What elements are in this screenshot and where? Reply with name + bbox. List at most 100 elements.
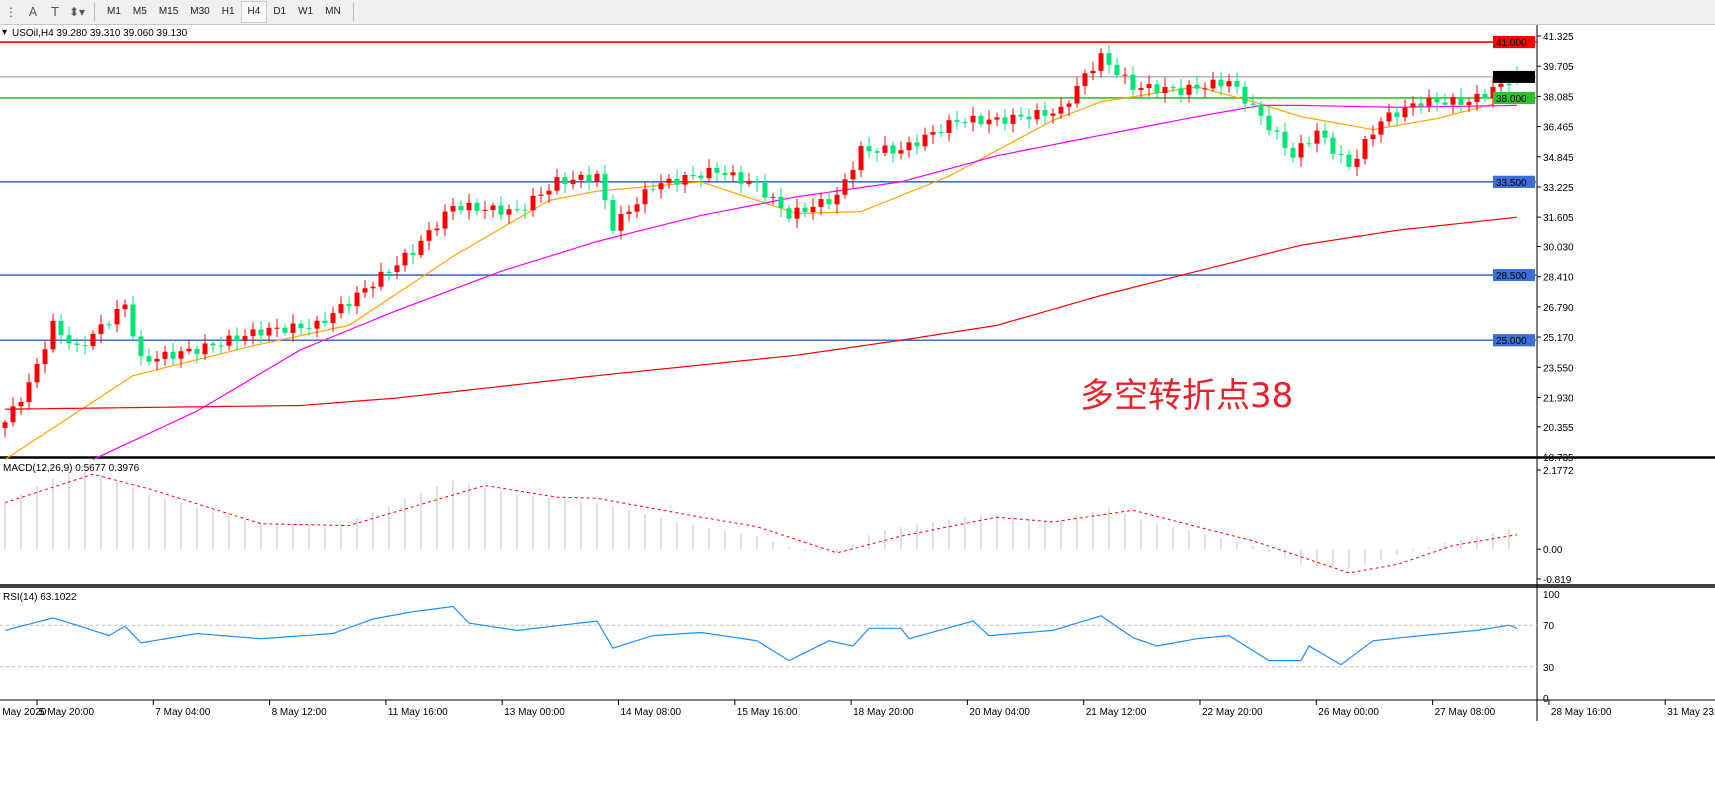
candle[interactable] — [1194, 75, 1200, 95]
timeframe-m15[interactable]: M15 — [158, 6, 179, 17]
candle[interactable] — [490, 202, 496, 218]
candle[interactable] — [1378, 117, 1384, 143]
candle[interactable] — [1266, 106, 1272, 136]
candle[interactable] — [1042, 101, 1048, 124]
candle[interactable] — [570, 170, 576, 190]
candle[interactable] — [1210, 71, 1216, 92]
arrows-tool-icon[interactable]: ⬍▾ — [68, 5, 86, 19]
candle[interactable] — [746, 172, 752, 187]
candle[interactable] — [410, 243, 416, 264]
candle[interactable] — [1106, 44, 1112, 74]
candle[interactable] — [1170, 84, 1176, 93]
collapse-arrow-icon[interactable]: ▾ — [2, 27, 7, 38]
candle[interactable] — [482, 200, 488, 220]
candle[interactable] — [2, 419, 8, 438]
candle[interactable] — [1386, 103, 1392, 127]
candle[interactable] — [378, 262, 384, 291]
candle[interactable] — [370, 281, 376, 298]
candle[interactable] — [586, 165, 592, 190]
candle[interactable] — [1218, 72, 1224, 96]
candle[interactable] — [386, 268, 392, 281]
candle[interactable] — [474, 198, 480, 216]
timeframe-m30[interactable]: M30 — [190, 6, 210, 17]
price-chart[interactable]: 41.325 39.705 38.085 36.465 34.845 33.225 31.6… — [0, 25, 1715, 722]
candle[interactable] — [1298, 134, 1304, 167]
candle[interactable] — [714, 162, 720, 182]
candle[interactable] — [1130, 66, 1136, 96]
candle[interactable] — [282, 323, 288, 336]
candle[interactable] — [706, 159, 712, 183]
price-pane[interactable]: 41.325 39.705 38.085 36.465 34.845 33.225 31.6… — [0, 25, 1715, 721]
candle[interactable] — [722, 164, 728, 183]
candle[interactable] — [466, 193, 472, 220]
candle[interactable] — [1066, 100, 1072, 117]
candle[interactable] — [866, 136, 872, 158]
candle[interactable] — [762, 174, 768, 205]
candle[interactable] — [58, 314, 64, 345]
candle[interactable] — [1154, 79, 1160, 98]
fibonacci-icon[interactable]: ⋮ — [5, 5, 17, 19]
candle[interactable] — [650, 183, 656, 193]
candle[interactable] — [418, 235, 424, 259]
candle[interactable] — [1234, 72, 1240, 94]
candle[interactable] — [266, 322, 272, 342]
candle[interactable] — [834, 186, 840, 214]
candle[interactable] — [178, 346, 184, 368]
candle[interactable] — [594, 170, 600, 188]
timeframe-mn[interactable]: MN — [325, 6, 341, 17]
candle[interactable] — [770, 192, 776, 205]
candle[interactable] — [522, 203, 528, 220]
text-label-icon[interactable]: T — [51, 5, 59, 19]
candle[interactable] — [1034, 103, 1040, 125]
candle[interactable] — [1026, 108, 1032, 129]
candle[interactable] — [1058, 97, 1064, 119]
candle[interactable] — [1082, 69, 1088, 95]
candle[interactable] — [994, 112, 1000, 127]
candle[interactable] — [1418, 96, 1424, 114]
candle[interactable] — [1250, 94, 1256, 109]
candle[interactable] — [242, 328, 248, 346]
candle[interactable] — [1146, 75, 1152, 97]
candle[interactable] — [114, 299, 120, 333]
candle[interactable] — [154, 351, 160, 371]
candle[interactable] — [1370, 125, 1376, 147]
candle[interactable] — [250, 322, 256, 345]
candle[interactable] — [66, 326, 72, 350]
candle[interactable] — [1090, 61, 1096, 81]
candle[interactable] — [42, 341, 48, 374]
candle[interactable] — [618, 205, 624, 240]
candle[interactable] — [50, 313, 56, 353]
candle[interactable] — [730, 164, 736, 182]
candle[interactable] — [1322, 122, 1328, 145]
candle[interactable] — [1450, 93, 1456, 114]
candle[interactable] — [858, 141, 864, 178]
candle[interactable] — [1330, 131, 1336, 161]
candle[interactable] — [642, 181, 648, 214]
candle[interactable] — [850, 161, 856, 189]
candle[interactable] — [122, 299, 128, 317]
candle[interactable] — [322, 312, 328, 327]
candle[interactable] — [930, 124, 936, 145]
candle[interactable] — [498, 196, 504, 221]
candle[interactable] — [1354, 149, 1360, 177]
candle[interactable] — [962, 117, 968, 129]
candle[interactable] — [1098, 47, 1104, 78]
candle[interactable] — [1314, 123, 1320, 153]
rsi-pane[interactable]: 100 70 30 0 — [0, 590, 1560, 705]
candle[interactable] — [738, 165, 744, 193]
candle[interactable] — [362, 279, 368, 298]
candle[interactable] — [914, 134, 920, 155]
candle[interactable] — [34, 358, 40, 389]
candle[interactable] — [354, 286, 360, 315]
candle[interactable] — [1426, 89, 1432, 113]
candle[interactable] — [98, 314, 104, 344]
timeframe-m1[interactable]: M1 — [107, 6, 121, 17]
candle[interactable] — [986, 110, 992, 134]
candle[interactable] — [194, 345, 200, 364]
candle[interactable] — [690, 165, 696, 181]
candle[interactable] — [146, 348, 152, 366]
timeframe-w1[interactable]: W1 — [298, 6, 314, 17]
candle[interactable] — [1458, 87, 1464, 112]
candle[interactable] — [394, 256, 400, 279]
candle[interactable] — [1114, 57, 1120, 79]
